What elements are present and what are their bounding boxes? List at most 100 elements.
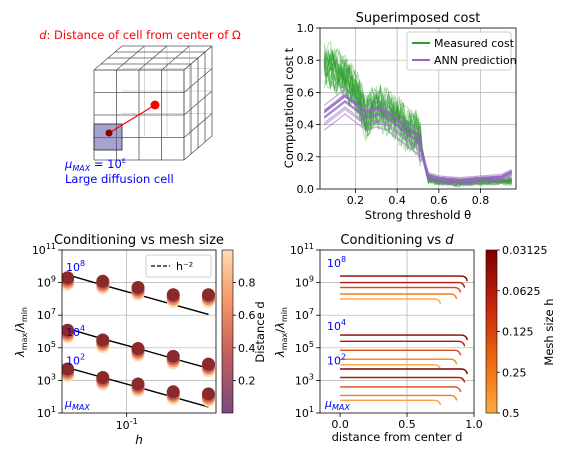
- plot-frame: [319, 249, 475, 414]
- mu-max-annotation: μMAX = 10ε: [64, 156, 126, 173]
- colorbar-tick-label: 0.4: [238, 342, 256, 355]
- conditioning-line: [340, 275, 468, 282]
- colorbar-tick-label: 0.0625: [502, 285, 541, 298]
- y-tick-label: 107: [37, 307, 56, 322]
- mu-series-label: 104: [327, 318, 346, 333]
- colorbar-gradient: [485, 249, 498, 414]
- conditioning-line: [340, 358, 458, 365]
- diagram-title: d: Distance of cell from center of Ω: [39, 28, 241, 42]
- x-tick-label: 1.0: [465, 418, 483, 431]
- colorbar-gradient: [221, 249, 234, 414]
- y-tick-label: 103: [295, 372, 314, 387]
- data-point: [166, 349, 180, 363]
- data-point: [166, 288, 180, 302]
- data-point: [131, 377, 145, 391]
- colorbar-label: Mesh size h: [542, 298, 556, 365]
- y-tick-label: 107: [295, 307, 314, 322]
- y-tick-label: 1011: [290, 242, 314, 257]
- cell-label: Large diffusion cell: [65, 172, 174, 186]
- y-tick-label: 0.2: [297, 151, 315, 164]
- mu-series-label: 108: [66, 259, 85, 274]
- y-tick-label: 109: [37, 275, 56, 290]
- ann-prediction-line: [323, 88, 513, 179]
- y-tick-label: 109: [295, 275, 314, 290]
- ann-prediction-line: [323, 100, 513, 182]
- y-tick-label: 1011: [32, 242, 56, 257]
- mu-series-label: 102: [66, 353, 85, 368]
- colorbar-tick-label: 0.8: [238, 277, 256, 290]
- conditioning-line: [340, 394, 458, 401]
- conditioning-line: [340, 349, 462, 356]
- mu-max-label: μMAX: [64, 397, 90, 412]
- x-axis-label: Strong threshold θ: [365, 208, 471, 222]
- ann-prediction-line: [323, 108, 513, 185]
- data-point: [131, 342, 145, 356]
- conditioning-line: [340, 386, 462, 393]
- axes: 101 103 105 107 109 1011 10-1 108 104 102 μMAX: [32, 242, 138, 432]
- data-point: [166, 385, 180, 399]
- data-point: [201, 288, 215, 302]
- colorbar-tick-label: 0.6: [238, 309, 256, 322]
- legend-ann-label: ANN prediction: [434, 54, 517, 67]
- chart-title: Conditioning vs d: [340, 233, 454, 248]
- plot-frame: [319, 27, 517, 190]
- mu-max-label: μMAX: [324, 397, 350, 412]
- mu-series-label: 102: [327, 353, 346, 368]
- mu-series-label: 108: [327, 255, 346, 270]
- conditioning-line: [340, 298, 442, 305]
- conditioning-line: [340, 334, 468, 341]
- colorbar-tick-label: 0.2: [238, 374, 256, 387]
- y-axis-label: Computational cost t: [282, 47, 296, 168]
- cube-line: [183, 135, 213, 161]
- y-tick-label: 103: [37, 372, 56, 387]
- plot-area: [323, 41, 513, 188]
- y-tick-label: 0.4: [297, 119, 315, 132]
- y-tick-label: 0.6: [297, 86, 315, 99]
- data-point: [96, 274, 110, 288]
- axes: 0.2 0.4 0.6 0.8 0.0 0.2 0.4 0.6 0.8 1.0: [297, 22, 490, 207]
- ann-prediction-line: [323, 95, 513, 181]
- chart-title: Conditioning vs mesh size: [54, 233, 224, 248]
- plot-area: [62, 271, 215, 408]
- domain-center-dot: [150, 100, 160, 110]
- x-tick-label: 0.8: [472, 194, 490, 207]
- y-axis-label: λmax/λmin: [13, 307, 29, 358]
- colorbar: 0.2 0.4 0.6 0.8 Distance d: [221, 249, 267, 414]
- colorbar-tick-label: 0.03125: [502, 244, 548, 257]
- data-point: [96, 333, 110, 347]
- data-point: [201, 357, 215, 371]
- legend-fit-label: h⁻²: [176, 260, 193, 273]
- y-tick-label: 101: [37, 405, 56, 420]
- cube-line: [183, 113, 213, 138]
- y-axis-label: λmax/λmin: [273, 307, 289, 358]
- data-point: [131, 281, 145, 295]
- conditioning-vs-mesh-size-chart: Conditioning vs mesh size 101 103 105 107 10…: [13, 233, 267, 447]
- legend-box: [145, 254, 212, 278]
- conditioning-line: [340, 376, 466, 383]
- colorbar-tick-label: 0.5: [502, 407, 520, 420]
- conditioning-line: [340, 399, 442, 406]
- colorbar: 0.03125 0.0625 0.125 0.25 0.5 Mesh size h: [485, 244, 556, 420]
- y-tick-label: 101: [295, 405, 314, 420]
- x-tick-label: 0.5: [398, 418, 416, 431]
- conditioning-line: [340, 340, 466, 347]
- grid-cube-diagram: d: Distance of cell from center of Ω μMA…: [39, 28, 241, 186]
- colorbar-tick-label: 0.125: [502, 326, 534, 339]
- legend: Measured cost ANN prediction: [406, 31, 517, 71]
- x-tick-label: 0.4: [388, 194, 406, 207]
- x-tick-label: 0.2: [347, 194, 365, 207]
- conditioning-vs-d-chart: Conditioning vs d 0.0 0.5 1.0 101 103 105 107 1…: [273, 233, 556, 444]
- y-tick-label: 0.8: [297, 54, 315, 67]
- x-axis-label: h: [135, 433, 143, 447]
- data-point: [62, 323, 75, 337]
- conditioning-line: [340, 281, 466, 288]
- x-tick-label: 0.0: [331, 418, 349, 431]
- y-tick-label: 105: [295, 340, 314, 355]
- cube-line: [161, 45, 190, 71]
- y-tick-label: 1.0: [297, 22, 315, 35]
- legend: h⁻²: [145, 254, 212, 278]
- x-tick-label: 10-1: [116, 417, 138, 432]
- y-tick-label: 105: [37, 340, 56, 355]
- axes: 0.0 0.5 1.0 101 103 105 107 109 1011 108 104 102 μMA…: [290, 242, 483, 431]
